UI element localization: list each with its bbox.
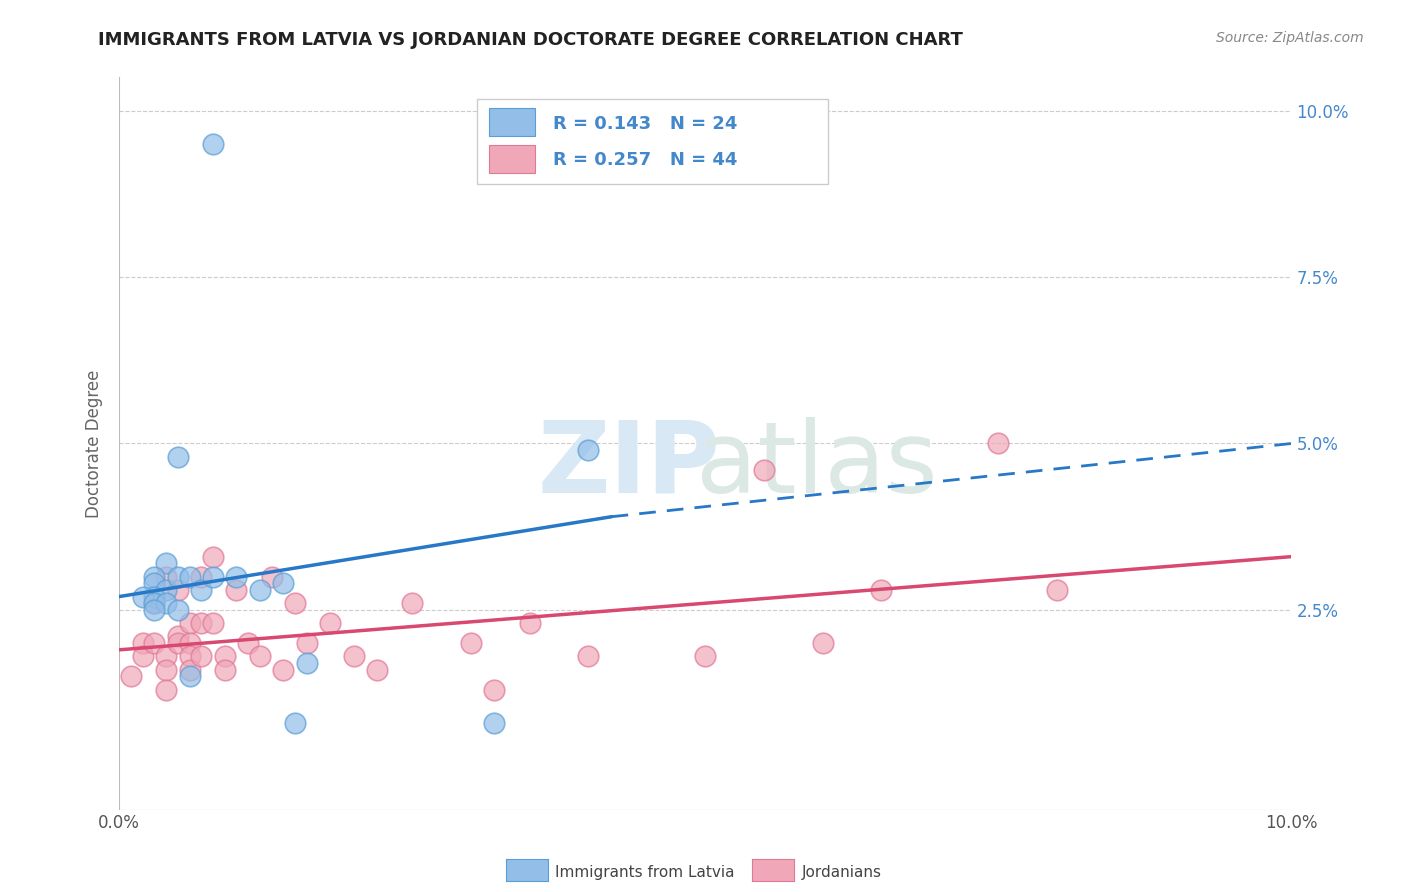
Y-axis label: Doctorate Degree: Doctorate Degree — [86, 369, 103, 517]
Point — [319, 616, 342, 631]
Point — [179, 636, 201, 650]
Point — [190, 569, 212, 583]
Text: IMMIGRANTS FROM LATVIA VS JORDANIAN DOCTORATE DEGREE CORRELATION CHART: IMMIGRANTS FROM LATVIA VS JORDANIAN DOCT… — [98, 31, 963, 49]
Point — [752, 463, 775, 477]
Point — [295, 656, 318, 670]
Point — [190, 616, 212, 631]
Point — [202, 136, 225, 151]
Point — [238, 636, 260, 650]
Point — [202, 616, 225, 631]
Text: Source: ZipAtlas.com: Source: ZipAtlas.com — [1216, 31, 1364, 45]
Point — [155, 569, 177, 583]
Text: Jordanians: Jordanians — [801, 865, 882, 880]
Text: ZIP: ZIP — [537, 417, 721, 514]
Point — [167, 450, 190, 464]
Point — [167, 636, 190, 650]
FancyBboxPatch shape — [488, 108, 536, 136]
Point — [155, 596, 177, 610]
Point — [366, 663, 388, 677]
Point — [202, 569, 225, 583]
Point — [143, 603, 166, 617]
Point — [143, 569, 166, 583]
Point — [576, 443, 599, 458]
Point — [179, 616, 201, 631]
Point — [519, 616, 541, 631]
FancyBboxPatch shape — [488, 145, 536, 173]
Text: atlas: atlas — [696, 417, 938, 514]
Point — [167, 630, 190, 644]
Point — [811, 636, 834, 650]
Point — [214, 663, 236, 677]
Point — [179, 663, 201, 677]
Point — [167, 603, 190, 617]
Point — [143, 590, 166, 604]
Point — [167, 569, 190, 583]
Text: R = 0.143   N = 24: R = 0.143 N = 24 — [553, 114, 737, 133]
Point — [576, 649, 599, 664]
Point — [870, 582, 893, 597]
Point — [143, 596, 166, 610]
Point — [155, 663, 177, 677]
Point — [167, 582, 190, 597]
Point — [155, 582, 177, 597]
Text: Immigrants from Latvia: Immigrants from Latvia — [555, 865, 735, 880]
Point — [695, 649, 717, 664]
Point — [143, 576, 166, 591]
Point — [249, 649, 271, 664]
Point — [120, 669, 142, 683]
Text: R = 0.257   N = 44: R = 0.257 N = 44 — [553, 151, 737, 169]
Point — [343, 649, 366, 664]
Point — [143, 636, 166, 650]
Point — [190, 649, 212, 664]
Point — [155, 649, 177, 664]
Point — [1046, 582, 1069, 597]
Point — [132, 590, 155, 604]
Point — [202, 549, 225, 564]
Point — [132, 636, 155, 650]
Point — [484, 682, 506, 697]
Point — [284, 716, 307, 731]
Point — [143, 596, 166, 610]
Point — [190, 582, 212, 597]
Point — [260, 569, 283, 583]
Point — [484, 716, 506, 731]
Point — [225, 569, 247, 583]
FancyBboxPatch shape — [477, 99, 828, 184]
Point — [225, 582, 247, 597]
Point — [273, 576, 295, 591]
Point — [155, 556, 177, 570]
Point — [460, 636, 482, 650]
Point — [401, 596, 423, 610]
Point — [132, 649, 155, 664]
Point — [249, 582, 271, 597]
Point — [273, 663, 295, 677]
Point — [155, 682, 177, 697]
Point — [179, 649, 201, 664]
Point — [295, 636, 318, 650]
Point — [179, 669, 201, 683]
Point — [284, 596, 307, 610]
Point — [987, 436, 1010, 450]
Point — [179, 569, 201, 583]
Point — [214, 649, 236, 664]
